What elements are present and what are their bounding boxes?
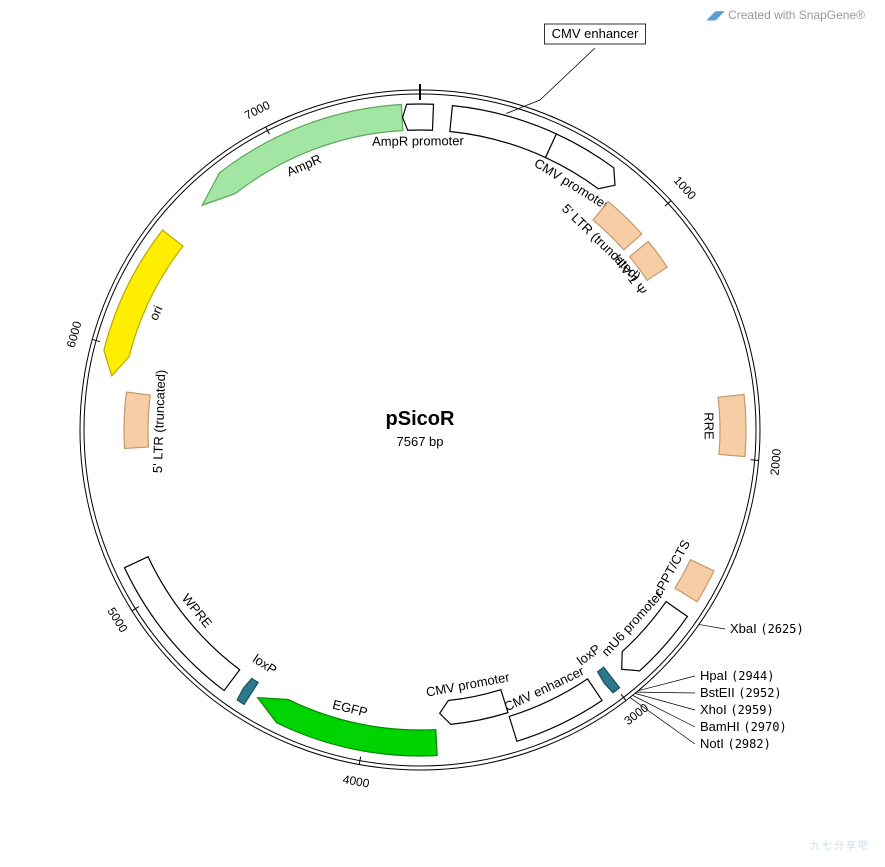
enzyme-label: XbaI (2625) [730, 621, 804, 636]
feature-wpre [125, 557, 240, 691]
feature-label: loxP [250, 651, 279, 677]
feature-cmv-enhancer [450, 106, 557, 158]
snapgene-brand: ◢◤ Created with SnapGene® [706, 8, 865, 22]
ruler-label: 6000 [64, 319, 85, 349]
feature-label: CMV enhancer [552, 26, 639, 41]
enzyme-leader [630, 697, 695, 744]
feature-label: RRE [701, 412, 716, 440]
enzyme-leader [637, 692, 695, 693]
ruler-label: 1000 [671, 173, 700, 202]
ruler-label: 3000 [621, 700, 651, 728]
feature-label: ori [146, 303, 166, 322]
feature-label: EGFP [331, 697, 369, 720]
plasmid-name: pSicoR [386, 408, 455, 430]
enzyme-leader [699, 624, 725, 629]
ruler-tick [266, 127, 270, 134]
brand-text: Created with SnapGene® [728, 8, 865, 22]
feature-ampr-promoter [403, 104, 434, 130]
enzyme-label: BamHI (2970) [700, 719, 787, 734]
watermark: 九七分享吧 [810, 837, 870, 852]
feature-loxp [598, 667, 620, 693]
ruler-label: 2000 [768, 448, 784, 476]
feature-leader [540, 48, 595, 100]
brand-logo-icon: ◢◤ [706, 8, 724, 22]
feature-5-ltr-truncated- [124, 392, 150, 448]
ruler-tick [359, 757, 360, 765]
ruler-label: 4000 [342, 772, 371, 791]
feature-loxp [237, 678, 258, 704]
feature-label: AmpR promoter [372, 133, 465, 149]
ruler-label: 7000 [242, 98, 272, 123]
feature-ori [104, 230, 183, 376]
ruler-tick [621, 694, 626, 700]
feature-rre [718, 394, 746, 456]
plasmid-backbone-outer [80, 90, 760, 770]
enzyme-label: HpaI (2944) [700, 668, 774, 683]
ruler-label: 5000 [104, 605, 130, 635]
enzyme-label: XhoI (2959) [700, 702, 774, 717]
ruler-tick [132, 607, 139, 611]
feature-label: 5' LTR (truncated) [150, 369, 168, 473]
plasmid-size: 7567 bp [397, 434, 444, 449]
plasmid-backbone-inner [84, 94, 756, 766]
enzyme-label: BstEII (2952) [700, 685, 782, 700]
feature-ampr [202, 105, 403, 206]
watermark-text: 九七分享吧 [810, 841, 870, 852]
ruler-tick [751, 460, 759, 461]
enzyme-label: NotI (2982) [700, 736, 771, 751]
